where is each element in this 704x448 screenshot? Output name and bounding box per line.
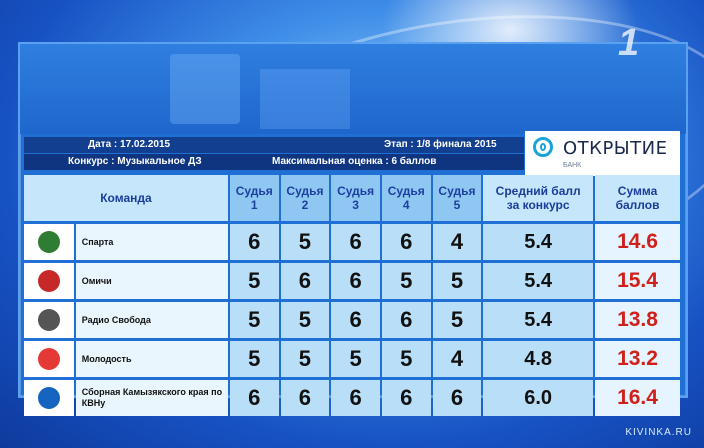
- judge-score: 5: [381, 341, 431, 377]
- judge-score: 5: [280, 341, 330, 377]
- team-emblem-icon: [32, 344, 66, 374]
- judge-score: 6: [432, 380, 482, 416]
- judge-number: 1: [250, 198, 258, 212]
- table-row: Радио Свобода 5 5 6 6 5 5.4 13.8: [24, 302, 680, 338]
- judge-score: 5: [229, 263, 279, 299]
- judge-score: 6: [381, 224, 431, 260]
- team-emblem-icon: [32, 383, 66, 413]
- contest-label: Конкурс : Музыкальное ДЗ: [68, 156, 202, 167]
- info-row-contest: Конкурс : Музыкальное ДЗ Максимальная оц…: [24, 154, 524, 170]
- judge-score: 6: [331, 224, 380, 260]
- table-row: Омичи 5 6 6 5 5 5.4 15.4: [24, 263, 680, 299]
- team-emblem: [24, 380, 74, 416]
- judge-number: 5: [453, 198, 461, 212]
- emblem-color: [37, 387, 60, 409]
- judge-score: 5: [331, 341, 380, 377]
- decorative-shape: [260, 69, 350, 129]
- emblem-color: [37, 348, 60, 370]
- team-name: Молодость: [75, 341, 228, 377]
- column-header-average: Средний балл за конкурс: [483, 175, 594, 221]
- average-score: 4.8: [483, 341, 594, 377]
- total-score: 13.2: [595, 341, 680, 377]
- judge-score: 4: [432, 224, 482, 260]
- team-emblem: [24, 302, 74, 338]
- sponsor-logo: ОТКРЫТИЕ БАНК: [525, 131, 680, 176]
- average-score: 5.4: [483, 302, 594, 338]
- team-name: Радио Свобода: [75, 302, 228, 338]
- channel-one-logo-icon: 1: [618, 22, 640, 64]
- team-emblem: [24, 341, 74, 377]
- team-emblem: [24, 263, 74, 299]
- judge-number: 4: [402, 198, 410, 212]
- total-score: 15.4: [595, 263, 680, 299]
- team-emblem: [24, 224, 74, 260]
- judge-score: 6: [331, 302, 380, 338]
- judge-word: Судья: [438, 184, 476, 198]
- judge-word: Судья: [337, 184, 375, 198]
- judge-score: 6: [331, 380, 380, 416]
- judge-word: Судья: [286, 184, 324, 198]
- column-header-judge-3: Судья 3: [331, 175, 380, 221]
- judge-number: 3: [352, 198, 359, 212]
- team-emblem-icon: [32, 266, 66, 296]
- judge-score: 6: [381, 302, 431, 338]
- judge-score: 6: [331, 263, 380, 299]
- column-header-judge-2: Судья 2: [280, 175, 330, 221]
- stage-label: Этап : 1/8 финала 2015: [384, 139, 497, 150]
- emblem-color: [37, 309, 60, 331]
- judge-score: 5: [432, 263, 482, 299]
- team-emblem-icon: [32, 227, 66, 257]
- table-row: Спарта 6 5 6 6 4 5.4 14.6: [24, 224, 680, 260]
- average-score: 5.4: [483, 224, 594, 260]
- emblem-color: [37, 231, 60, 253]
- column-header-judge-5: Судья 5: [432, 175, 482, 221]
- judge-score: 5: [432, 302, 482, 338]
- total-score: 14.6: [595, 224, 680, 260]
- team-name: Омичи: [75, 263, 228, 299]
- scoreboard-header-area: [20, 44, 686, 134]
- average-score: 5.4: [483, 263, 594, 299]
- sponsor-name: ОТКРЫТИЕ: [563, 138, 668, 159]
- judge-score: 6: [280, 380, 330, 416]
- table-row: Сборная Камызякского края по КВНу 6 6 6 …: [24, 380, 680, 416]
- sum-header-line1: Сумма: [617, 184, 658, 198]
- column-header-sum: Сумма баллов: [595, 175, 680, 221]
- otkritie-logo-icon: [533, 137, 553, 157]
- scores-table: Команда Судья 1 Судья 2 Судья 3 Судья 4 …: [22, 172, 682, 419]
- total-score: 16.4: [595, 380, 680, 416]
- judge-word: Судья: [235, 184, 273, 198]
- judge-score: 6: [229, 224, 279, 260]
- judge-score: 6: [280, 263, 330, 299]
- judge-number: 2: [301, 198, 309, 212]
- judge-score: 6: [229, 380, 279, 416]
- column-header-judge-1: Судья 1: [229, 175, 279, 221]
- team-name: Спарта: [75, 224, 228, 260]
- judge-score: 5: [381, 263, 431, 299]
- judge-score: 4: [432, 341, 482, 377]
- judge-score: 5: [229, 341, 279, 377]
- average-score: 6.0: [483, 380, 594, 416]
- judge-score: 5: [280, 302, 330, 338]
- sponsor-sub: БАНК: [563, 162, 582, 169]
- table-header-row: Команда Судья 1 Судья 2 Судья 3 Судья 4 …: [24, 175, 680, 221]
- column-header-judge-4: Судья 4: [381, 175, 431, 221]
- judge-score: 5: [229, 302, 279, 338]
- avg-header-line1: Средний балл: [495, 184, 581, 198]
- max-score-label: Максимальная оценка : 6 баллов: [272, 156, 437, 167]
- decorative-shape: [170, 54, 240, 124]
- sum-header-line2: баллов: [615, 198, 660, 212]
- avg-header-line2: за конкурс: [506, 198, 570, 212]
- column-header-team: Команда: [24, 175, 228, 221]
- date-label: Дата : 17.02.2015: [88, 139, 171, 150]
- team-emblem-icon: [32, 305, 66, 335]
- total-score: 13.8: [595, 302, 680, 338]
- judge-score: 5: [280, 224, 330, 260]
- info-row-date-stage: Дата : 17.02.2015 Этап : 1/8 финала 2015: [24, 137, 524, 153]
- judge-score: 6: [381, 380, 431, 416]
- judge-word: Судья: [387, 184, 425, 198]
- team-name: Сборная Камызякского края по КВНу: [75, 380, 228, 416]
- emblem-color: [37, 270, 60, 292]
- table-row: Молодость 5 5 5 5 4 4.8 13.2: [24, 341, 680, 377]
- watermark: KIVINKA.RU: [625, 427, 692, 438]
